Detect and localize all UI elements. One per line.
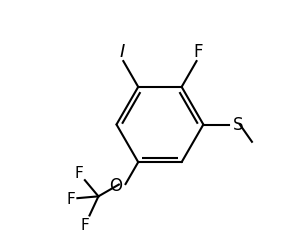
Text: I: I — [119, 43, 125, 60]
Text: F: F — [193, 43, 202, 60]
Text: F: F — [67, 191, 75, 206]
Text: O: O — [109, 176, 122, 194]
Text: F: F — [80, 217, 89, 232]
Text: S: S — [232, 116, 243, 134]
Text: F: F — [75, 165, 84, 180]
